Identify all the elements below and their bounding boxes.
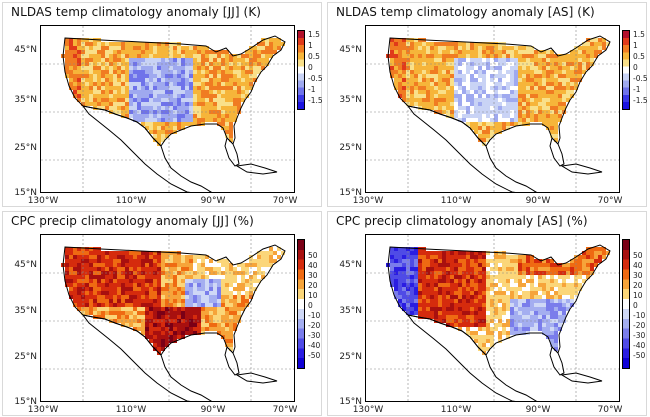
colorbar-label: -1.5 <box>308 96 323 105</box>
lon-label: 90°W <box>525 196 551 206</box>
colorbar-label: 0 <box>308 301 313 310</box>
lat-label: 25°N <box>339 352 362 362</box>
anomaly-map <box>366 26 619 192</box>
lat-label: 25°N <box>339 143 362 153</box>
lon-label: 90°W <box>200 405 226 415</box>
lat-label: 35°N <box>339 306 362 316</box>
colorbar <box>622 239 630 369</box>
map-panel-precip-jj: CPC precip climatology anomaly [JJ] (%) … <box>2 211 322 416</box>
anomaly-map <box>41 235 294 401</box>
lat-label: 35°N <box>339 95 362 105</box>
lat-label: 25°N <box>14 143 37 153</box>
colorbar-label: -20 <box>308 321 321 330</box>
lon-label: 110°W <box>440 405 472 415</box>
lat-label: 15°N <box>14 188 37 198</box>
colorbar-label: -1 <box>308 85 316 94</box>
colorbar-label: 20 <box>633 281 643 290</box>
colorbar-label: 0 <box>308 63 313 72</box>
colorbar-label: 20 <box>308 281 318 290</box>
colorbar <box>297 30 305 110</box>
colorbar-label: 0.5 <box>308 52 320 61</box>
colorbar-label: 1.5 <box>633 30 645 39</box>
colorbar-label: -1 <box>633 85 641 94</box>
colorbar-label: -50 <box>308 351 321 360</box>
colorbar-label: 1 <box>633 41 638 50</box>
colorbar-label: -30 <box>308 331 321 340</box>
colorbar-label: -0.5 <box>633 74 648 83</box>
panel-title: NLDAS temp climatology anomaly [JJ] (K) <box>11 5 262 19</box>
colorbar-label: 50 <box>308 251 318 260</box>
map-panel-precip-as: CPC precip climatology anomaly [AS] (%) … <box>327 211 647 416</box>
colorbar-label: -20 <box>633 321 646 330</box>
map-area <box>365 234 620 402</box>
map-panel-temp-as: NLDAS temp climatology anomaly [AS] (K) … <box>327 2 648 207</box>
lat-label: 45°N <box>339 45 362 55</box>
colorbar-label: 10 <box>633 291 643 300</box>
colorbar-label: 0 <box>633 63 638 72</box>
lon-label: 130°W <box>27 405 59 415</box>
lat-label: 45°N <box>14 260 37 270</box>
map-area <box>40 234 295 402</box>
lon-label: 70°W <box>597 196 623 206</box>
lat-label: 45°N <box>14 45 37 55</box>
lat-label: 25°N <box>14 352 37 362</box>
colorbar-label: -10 <box>308 311 321 320</box>
colorbar-label: 30 <box>633 271 643 280</box>
lon-label: 90°W <box>200 196 226 206</box>
lat-label: 15°N <box>339 188 362 198</box>
map-panel-temp-jj: NLDAS temp climatology anomaly [JJ] (K) … <box>2 2 323 207</box>
lon-label: 90°W <box>525 405 551 415</box>
colorbar-label: -1.5 <box>633 96 648 105</box>
lon-label: 130°W <box>352 405 384 415</box>
lat-label: 15°N <box>339 397 362 407</box>
colorbar-label: -10 <box>633 311 646 320</box>
colorbar-label: 1.5 <box>308 30 320 39</box>
colorbar-label: -40 <box>308 341 321 350</box>
anomaly-map <box>366 235 619 401</box>
panel-title: NLDAS temp climatology anomaly [AS] (K) <box>336 5 595 19</box>
colorbar-label: 0.5 <box>633 52 645 61</box>
lon-label: 110°W <box>440 196 472 206</box>
panel-title: CPC precip climatology anomaly [AS] (%) <box>336 214 588 228</box>
map-area <box>40 25 295 193</box>
anomaly-map <box>41 26 294 192</box>
panel-title: CPC precip climatology anomaly [JJ] (%) <box>11 214 254 228</box>
lat-label: 35°N <box>14 95 37 105</box>
colorbar-label: 40 <box>633 261 643 270</box>
colorbar <box>297 239 305 369</box>
colorbar <box>622 30 630 110</box>
colorbar-label: 50 <box>633 251 643 260</box>
lat-label: 45°N <box>339 260 362 270</box>
lon-label: 70°W <box>272 196 298 206</box>
lon-label: 130°W <box>27 196 59 206</box>
colorbar-label: -30 <box>633 331 646 340</box>
map-area <box>365 25 620 193</box>
lon-label: 110°W <box>115 196 147 206</box>
lon-label: 70°W <box>597 405 623 415</box>
lon-label: 110°W <box>115 405 147 415</box>
lat-label: 35°N <box>14 306 37 316</box>
lon-label: 130°W <box>352 196 384 206</box>
colorbar-label: -50 <box>633 351 646 360</box>
colorbar-label: 0 <box>633 301 638 310</box>
colorbar-label: 10 <box>308 291 318 300</box>
colorbar-label: -40 <box>633 341 646 350</box>
lat-label: 15°N <box>14 397 37 407</box>
colorbar-label: 40 <box>308 261 318 270</box>
lon-label: 70°W <box>272 405 298 415</box>
colorbar-label: 1 <box>308 41 313 50</box>
colorbar-label: 30 <box>308 271 318 280</box>
colorbar-label: -0.5 <box>308 74 323 83</box>
